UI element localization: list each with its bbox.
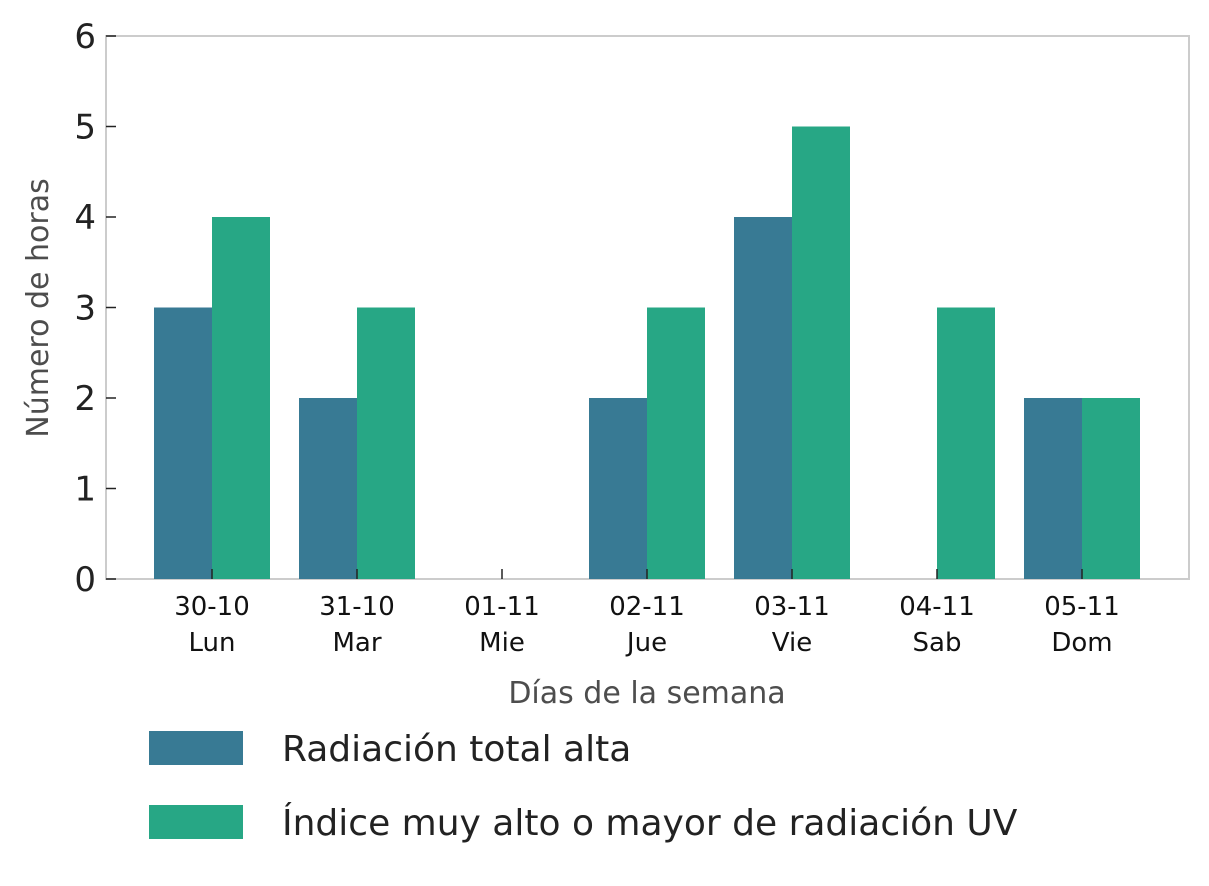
- x-tick-label-day: Vie: [772, 628, 812, 658]
- y-tick-label: 5: [74, 108, 96, 148]
- y-tick-label: 2: [74, 379, 96, 419]
- x-tick-label-day: Sab: [913, 628, 962, 658]
- x-tick-label-date: 01-11: [464, 592, 540, 622]
- x-tick-label-date: 31-10: [319, 592, 395, 622]
- x-tick-label-date: 30-10: [174, 592, 250, 622]
- x-tick-label-date: 04-11: [899, 592, 975, 622]
- y-axis-title: Número de horas: [21, 178, 56, 437]
- y-tick-label: 6: [74, 17, 96, 57]
- bar-series-2-31-10: [357, 307, 415, 579]
- bar-series-2-02-11: [647, 307, 705, 579]
- bar-series-2-04-11: [937, 307, 995, 579]
- x-tick-label-date: 03-11: [754, 592, 830, 622]
- y-tick-label: 1: [74, 470, 96, 510]
- bar-series-1-05-11: [1024, 398, 1082, 579]
- bar-series-2-30-10: [212, 217, 270, 579]
- bar-series-1-02-11: [589, 398, 647, 579]
- x-axis: 30-10 Lun 31-10 Mar 01-11 Mie 02-11 Jue 03-11 Vie…: [174, 569, 1120, 658]
- x-tick-label-day: Mie: [479, 628, 525, 658]
- legend-swatch-1: [149, 731, 243, 765]
- bars-group: [154, 126, 1140, 579]
- x-axis-title: Días de la semana: [508, 676, 785, 711]
- bar-series-2-05-11: [1082, 398, 1140, 579]
- legend-swatch-2: [149, 805, 243, 839]
- y-tick-label: 4: [74, 198, 96, 238]
- y-tick-label: 0: [74, 560, 96, 600]
- bar-series-1-03-11: [734, 217, 792, 579]
- bar-series-2-03-11: [792, 126, 850, 579]
- x-tick-label-date: 05-11: [1044, 592, 1120, 622]
- x-tick-label-day: Lun: [189, 628, 236, 658]
- legend-label-1: Radiación total alta: [282, 729, 631, 770]
- legend: Radiación total alta Índice muy alto o ma…: [149, 729, 1018, 844]
- x-tick-label-day: Mar: [332, 628, 381, 658]
- bar-series-1-31-10: [299, 398, 357, 579]
- legend-label-2: Índice muy alto o mayor de radiación UV: [282, 802, 1018, 844]
- y-tick-label: 3: [74, 289, 96, 329]
- x-tick-label-date: 02-11: [609, 592, 685, 622]
- x-tick-label-day: Jue: [625, 628, 667, 658]
- bar-series-1-30-10: [154, 307, 212, 579]
- y-axis: 0 1 2 3 4 5 6: [74, 17, 116, 600]
- x-tick-label-day: Dom: [1051, 628, 1112, 658]
